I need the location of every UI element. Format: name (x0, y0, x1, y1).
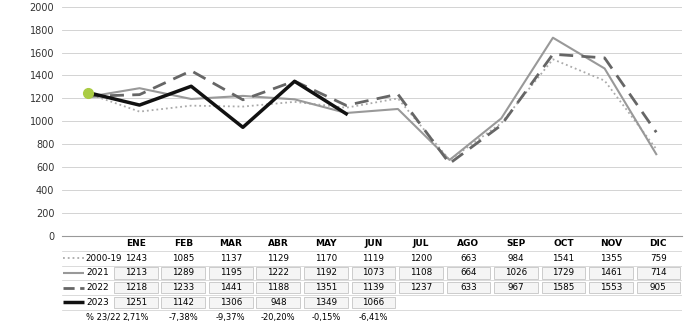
Text: 1222: 1222 (267, 268, 289, 277)
Text: 1139: 1139 (362, 283, 384, 292)
Bar (351, 282, 395, 293)
Bar (304, 267, 348, 279)
Text: 1108: 1108 (410, 268, 432, 277)
Text: 1129: 1129 (267, 254, 289, 263)
Bar (446, 282, 490, 293)
Bar (637, 267, 680, 279)
Text: % 23/22: % 23/22 (86, 312, 121, 321)
Bar (494, 282, 537, 293)
Bar (589, 282, 633, 293)
Bar (351, 267, 395, 279)
Text: 2021: 2021 (86, 268, 109, 277)
Text: 1137: 1137 (220, 254, 242, 263)
Text: 905: 905 (650, 283, 667, 292)
Text: JUL: JUL (413, 239, 429, 248)
Text: 759: 759 (650, 254, 667, 263)
Text: 1233: 1233 (172, 283, 194, 292)
Bar (589, 267, 633, 279)
Text: 948: 948 (270, 298, 287, 307)
Text: 1192: 1192 (315, 268, 337, 277)
Text: 1585: 1585 (552, 283, 575, 292)
Text: 1541: 1541 (553, 254, 575, 263)
Text: 1213: 1213 (125, 268, 147, 277)
Text: SEP: SEP (506, 239, 526, 248)
Bar (304, 282, 348, 293)
Text: AGO: AGO (457, 239, 480, 248)
Bar (114, 282, 158, 293)
Bar (161, 297, 205, 308)
Bar (637, 282, 680, 293)
Text: NOV: NOV (600, 239, 622, 248)
Text: 1218: 1218 (125, 283, 147, 292)
Text: 1349: 1349 (315, 298, 337, 307)
Text: 1026: 1026 (505, 268, 527, 277)
Text: MAR: MAR (219, 239, 243, 248)
Bar (256, 267, 300, 279)
Text: DIC: DIC (650, 239, 667, 248)
Text: 1085: 1085 (172, 254, 194, 263)
Text: 714: 714 (650, 268, 667, 277)
Bar (494, 267, 537, 279)
Bar (542, 282, 585, 293)
Bar (542, 267, 585, 279)
Text: 1289: 1289 (172, 268, 194, 277)
Text: 2023: 2023 (86, 298, 109, 307)
Bar (256, 282, 300, 293)
Text: 2,71%: 2,71% (123, 312, 149, 321)
Bar (399, 267, 443, 279)
Bar (114, 267, 158, 279)
Text: 1237: 1237 (410, 283, 432, 292)
Text: 664: 664 (460, 268, 477, 277)
Text: 2022: 2022 (86, 283, 108, 292)
Text: 1355: 1355 (599, 254, 622, 263)
Text: -6,41%: -6,41% (358, 312, 388, 321)
Text: 1142: 1142 (172, 298, 194, 307)
Text: JUN: JUN (364, 239, 382, 248)
Text: 1553: 1553 (599, 283, 622, 292)
Text: ENE: ENE (126, 239, 146, 248)
Text: OCT: OCT (553, 239, 574, 248)
Text: 1461: 1461 (600, 268, 622, 277)
Text: 1073: 1073 (362, 268, 384, 277)
Bar (209, 282, 253, 293)
Bar (256, 297, 300, 308)
Text: -9,37%: -9,37% (216, 312, 246, 321)
Text: 1251: 1251 (125, 298, 147, 307)
Text: 1119: 1119 (362, 254, 384, 263)
Text: FEB: FEB (174, 239, 193, 248)
Bar (446, 267, 490, 279)
Text: -7,38%: -7,38% (169, 312, 198, 321)
Bar (304, 297, 348, 308)
Text: 984: 984 (508, 254, 524, 263)
Text: 1200: 1200 (410, 254, 432, 263)
Bar (351, 297, 395, 308)
Text: 1729: 1729 (553, 268, 575, 277)
Bar (114, 297, 158, 308)
Text: 663: 663 (460, 254, 477, 263)
Bar (209, 267, 253, 279)
Text: 1066: 1066 (362, 298, 384, 307)
Text: 1243: 1243 (125, 254, 147, 263)
Bar (161, 267, 205, 279)
Text: 1306: 1306 (220, 298, 242, 307)
Text: 1351: 1351 (315, 283, 337, 292)
Text: 1170: 1170 (315, 254, 337, 263)
Text: 967: 967 (508, 283, 524, 292)
Bar (209, 297, 253, 308)
Text: MAY: MAY (315, 239, 337, 248)
Bar (161, 282, 205, 293)
Text: 1188: 1188 (267, 283, 289, 292)
Text: 1441: 1441 (220, 283, 242, 292)
Text: 1195: 1195 (220, 268, 242, 277)
Text: -20,20%: -20,20% (261, 312, 296, 321)
Text: 2000-19: 2000-19 (86, 254, 123, 263)
Text: ABR: ABR (268, 239, 289, 248)
Text: 633: 633 (460, 283, 477, 292)
Text: -0,15%: -0,15% (311, 312, 340, 321)
Bar (399, 282, 443, 293)
